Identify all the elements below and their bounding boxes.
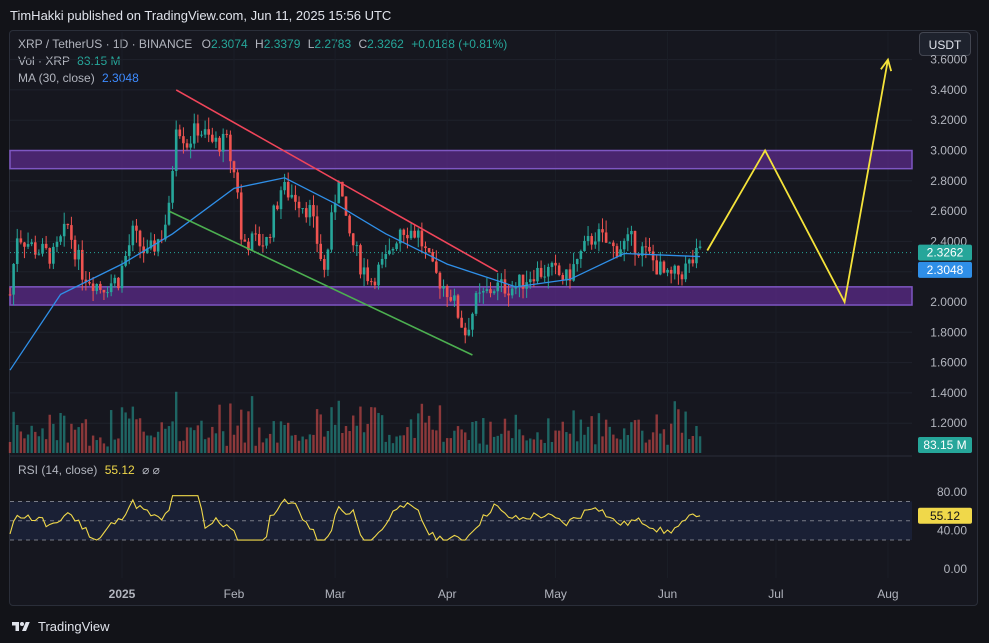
rsi-value: 55.12 — [104, 463, 135, 477]
ma-label[interactable]: MA (30, close) — [18, 71, 95, 85]
close-value: 2.3262 — [367, 37, 404, 51]
volume-label[interactable]: Vol · XRP — [18, 54, 70, 68]
change-value: +0.0188 (+0.81%) — [411, 37, 508, 51]
ma-legend: MA (30, close) 2.3048 — [18, 71, 139, 85]
volume-legend: Vol · XRP 83.15 M — [18, 54, 121, 68]
publisher-text: TimHakki published on TradingView.com, J… — [10, 8, 392, 23]
open-value: 2.3074 — [210, 37, 248, 51]
rsi-legend: RSI (14, close) 55.12 ⌀ ⌀ — [18, 463, 160, 477]
ma-value: 2.3048 — [102, 71, 139, 85]
currency-button[interactable]: USDT — [919, 32, 971, 56]
rsi-settings-icon[interactable]: ⌀ ⌀ — [142, 463, 160, 477]
footer-brand: TradingView — [38, 619, 110, 634]
rsi-label[interactable]: RSI (14, close) — [18, 463, 98, 477]
symbol-title[interactable]: XRP / TetherUS · 1D · BINANCE — [18, 37, 193, 51]
publisher-bar: TimHakki published on TradingView.com, J… — [0, 0, 989, 30]
chart-frame[interactable] — [9, 30, 978, 606]
symbol-legend: XRP / TetherUS · 1D · BINANCE O2.3074 H2… — [18, 37, 508, 51]
footer: TradingView — [10, 619, 110, 634]
low-value: 2.2783 — [314, 37, 352, 51]
volume-value: 83.15 M — [77, 54, 121, 68]
tradingview-logo-icon — [12, 621, 30, 631]
high-value: 2.3379 — [263, 37, 301, 51]
